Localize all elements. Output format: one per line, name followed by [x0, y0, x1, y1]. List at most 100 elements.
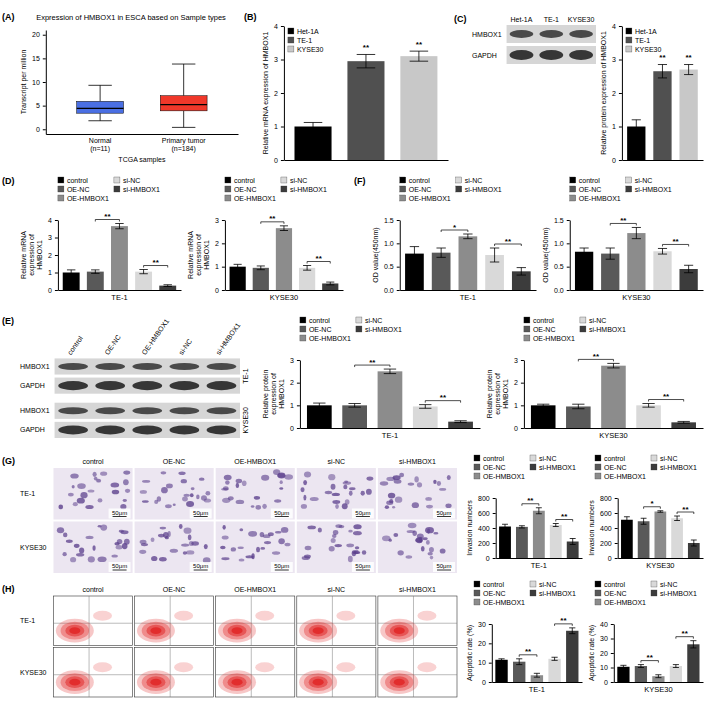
blot-band: [170, 407, 200, 414]
cell-decor: [284, 474, 293, 479]
cell-decor: [414, 476, 418, 482]
cell-decor: [125, 489, 130, 493]
cell-decor: [332, 500, 340, 504]
cell-decor: [307, 526, 316, 530]
event-density: [299, 670, 337, 694]
error-bar: [673, 665, 679, 668]
cell-decor: [278, 472, 286, 478]
cell-decor: [412, 502, 419, 508]
quadrant-line: [378, 648, 457, 698]
legend-label: control: [309, 317, 330, 324]
x-axis: [58, 290, 181, 291]
cell-decor: [248, 531, 257, 537]
legend-label: OE-HMBOX1: [604, 599, 646, 606]
legend-label: si-HMBOX1: [365, 326, 402, 333]
cell-decor: [173, 503, 176, 506]
cell-decor: [280, 480, 283, 484]
tick-mark: [43, 106, 46, 107]
scale-label: 50μm: [193, 510, 208, 516]
axis-line: [492, 682, 582, 683]
legend-swatch: [595, 590, 601, 596]
blot-band: [95, 425, 125, 434]
tick-mark: [222, 220, 225, 221]
cell-decor: [221, 557, 229, 560]
tick: 40: [600, 621, 614, 628]
cell-decor: [268, 532, 274, 536]
tick-mark: [619, 60, 622, 61]
event-density: [174, 662, 193, 672]
tick-mark: [493, 513, 496, 514]
title-line: HMBOX1: [36, 240, 43, 270]
cell-decor: [79, 548, 84, 554]
tick: 600: [600, 510, 618, 517]
significance-label: **: [561, 512, 568, 521]
legend-label: OE-HMBOX1: [483, 473, 525, 480]
tick-label: 200: [600, 540, 612, 547]
blot-band: [207, 381, 237, 390]
lane-label: si-HMBOX1: [215, 322, 242, 356]
axis-title: Transcript per million: [20, 50, 28, 115]
tick-mark: [619, 127, 622, 128]
error-bar: [655, 675, 661, 678]
cell-decor: [303, 495, 306, 501]
tick-label: 800: [478, 495, 490, 502]
tick: 1: [514, 402, 524, 409]
tick: 0.0: [384, 287, 400, 294]
tick-mark: [567, 290, 570, 291]
cell-decor: [196, 494, 199, 499]
row-label: TE-1: [20, 617, 35, 624]
significance-label: **: [682, 505, 689, 514]
tick-label: 1: [48, 269, 52, 276]
column-label: OE-HMBOX1: [234, 586, 276, 593]
tick-label: 0: [604, 679, 608, 686]
cell-decor: [380, 481, 388, 485]
legend-label: si-HMBOX1: [660, 464, 697, 471]
cell-decor: [412, 531, 416, 536]
bar: [294, 127, 331, 161]
row-label: TE-1: [20, 490, 35, 497]
event-density: [56, 619, 94, 643]
tick-label: 2: [274, 90, 278, 97]
tick-label: 0.5: [554, 263, 564, 270]
axis-line: [300, 428, 480, 429]
cell-decor: [139, 550, 146, 554]
error-bar: [657, 511, 663, 513]
cell-decor: [204, 498, 211, 502]
tick: 1: [274, 123, 284, 130]
title-line: expression of: [270, 373, 278, 415]
y-axis: 0200400600800: [600, 495, 618, 562]
tick: 5: [36, 102, 46, 109]
tick-mark: [489, 663, 492, 664]
tick-mark: [615, 543, 618, 544]
legend-swatch: [356, 326, 362, 332]
legend-label: OE-NC: [309, 326, 332, 333]
axis-line: [622, 27, 623, 161]
tick: 3: [48, 234, 58, 241]
y-axis: 0102030: [478, 621, 492, 686]
legend-label: OE-NC: [483, 464, 506, 471]
legend-label: si-NC: [290, 177, 308, 184]
scale-patch: [190, 509, 212, 519]
cell-decor: [93, 472, 97, 477]
significance-label: **: [363, 43, 370, 52]
cell-decor: [430, 556, 433, 560]
y-axis: 01234: [612, 23, 622, 164]
error-bar: [384, 369, 396, 374]
column-label: OE-NC: [163, 458, 186, 465]
panel-label: (D): [2, 176, 15, 186]
plot-area: [405, 234, 531, 290]
tick-mark: [611, 653, 614, 654]
axis-title: Relative mRNAexpression ofHMBOX1: [187, 231, 210, 279]
tick-mark: [297, 383, 300, 384]
bar: [687, 644, 699, 682]
tick-mark: [489, 682, 492, 683]
tick-label: 4: [48, 217, 52, 224]
tick-label: 0: [290, 425, 294, 432]
y-axis: 0123: [514, 357, 524, 432]
plot-area: [499, 508, 579, 558]
legend-label: OE-HMBOX1: [579, 195, 621, 202]
tick-mark: [222, 243, 225, 244]
cell-decor: [348, 556, 353, 562]
cell-decor: [362, 550, 366, 555]
event-density: [137, 619, 175, 643]
